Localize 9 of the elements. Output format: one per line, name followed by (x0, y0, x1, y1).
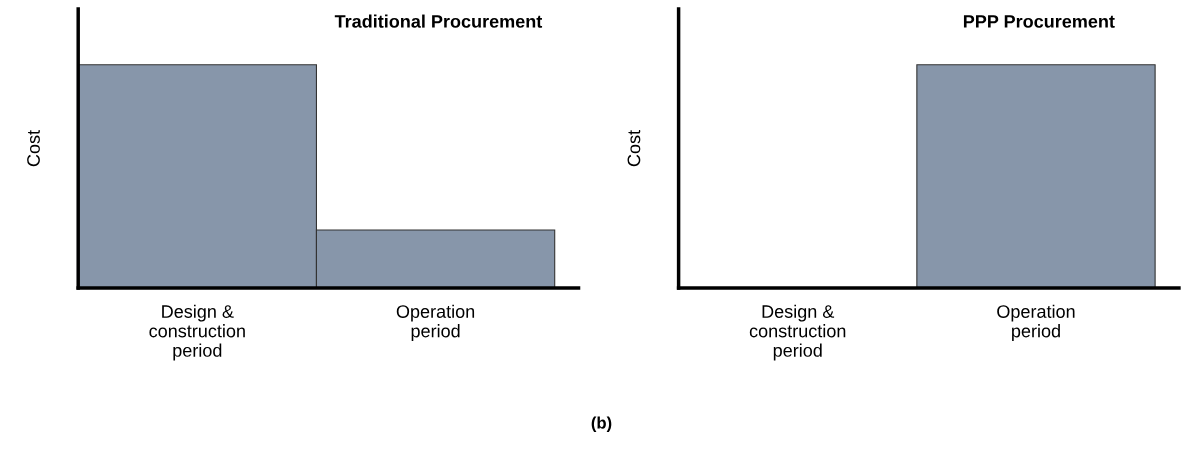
x-tick-label: Operation period (396, 304, 475, 341)
chart-title: Traditional Procurement (334, 14, 543, 28)
x-tick-label: Operation period (997, 304, 1075, 341)
y-axis-title: Cost (27, 130, 40, 167)
text: (b) (591, 416, 612, 432)
chart-title: PPP Procurement (963, 15, 1115, 28)
x-tick-label: Design & construction period (749, 304, 846, 361)
x-tick-label: Design & construction period (149, 304, 245, 361)
y-axis-title: Cost (627, 130, 641, 167)
